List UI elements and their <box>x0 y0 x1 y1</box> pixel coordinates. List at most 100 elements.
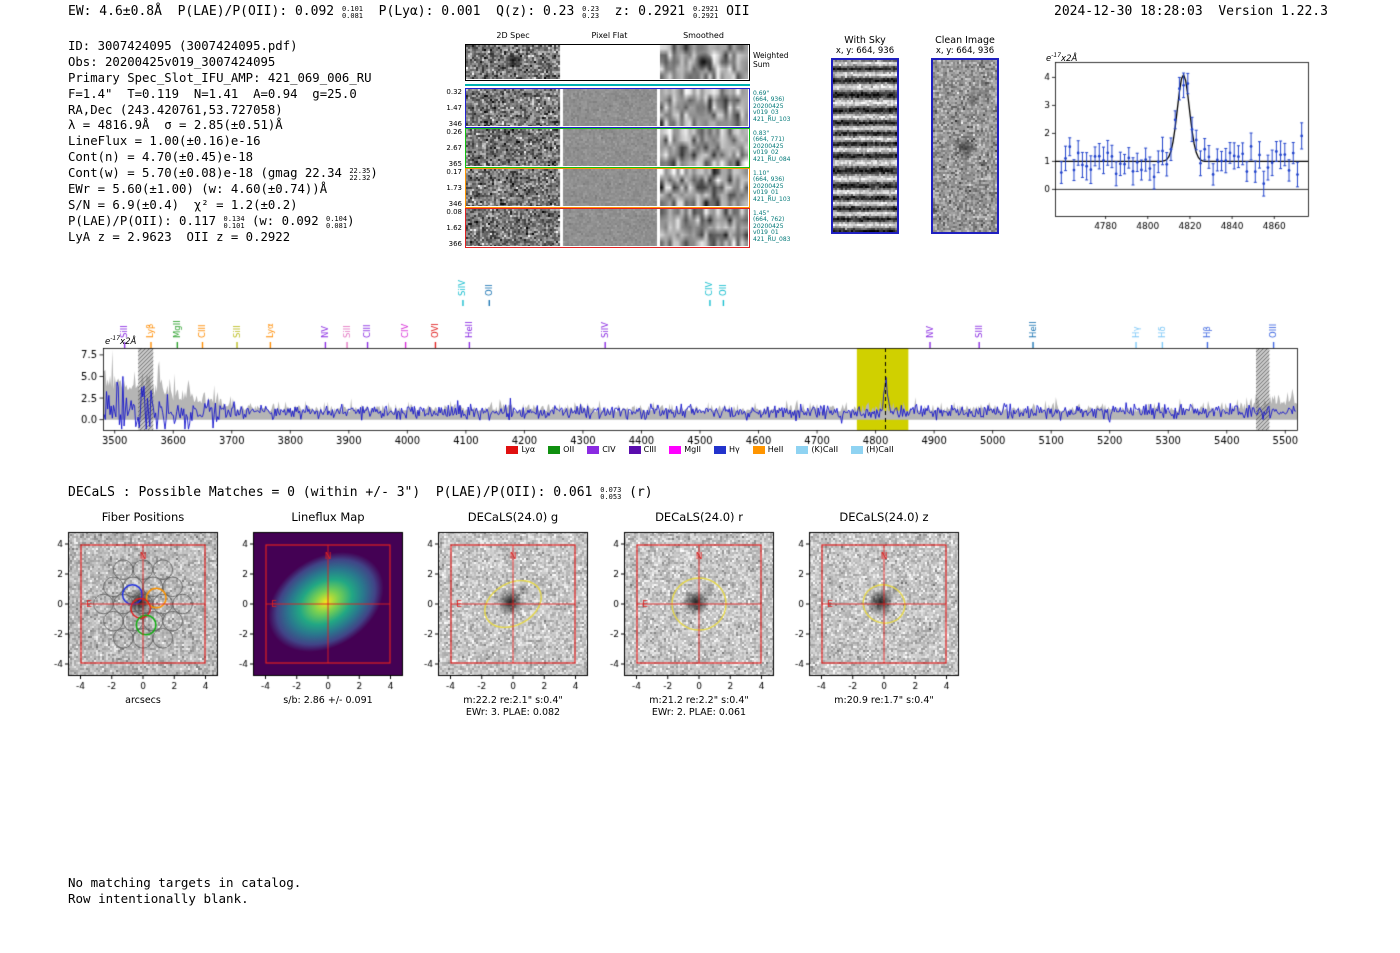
text-segment: λ = 4816.9Å σ = 2.85(±0.51)Å <box>68 118 283 133</box>
text-segment: LyA z = 2.9623 OII z = 0.2922 <box>68 229 291 244</box>
spec2d-row-annotation: 0.83" (664, 771) 20200425 v019_02 421_RU_084 <box>753 130 797 163</box>
stacked-value: 0.2921 0.2921 <box>692 5 719 20</box>
spectrum-ylabel: e-17x2Å <box>105 335 137 347</box>
spec2d-row-stats: 0.17 1.73 346 <box>438 168 462 208</box>
legend-item: (K)CaII <box>796 445 838 454</box>
stacked-value: 0.073 0.053 <box>600 486 622 501</box>
text-segment: (w: 0.092 <box>244 213 326 228</box>
spec2d-weighted-row <box>465 44 750 81</box>
stacked-value: 0.23 0.23 <box>582 5 600 20</box>
spec2d-stat-value: 1.47 <box>446 104 462 112</box>
spec2d-annotation-line: (664, 762) <box>753 216 785 224</box>
cutout-caption: EWr: 2. PLAE: 0.061 <box>651 707 747 718</box>
spec2d-stat-value: 346 <box>448 200 462 208</box>
spec2d-annotation-line: 421_RU_084 <box>753 155 791 163</box>
clean-image-panel <box>931 58 999 234</box>
legend-swatch <box>587 445 600 454</box>
spec2d-annotation-line: 1.10" <box>753 170 770 177</box>
info-line: Obs: 20200425v019_3007424095 <box>68 55 378 71</box>
text-segment: DECaLS : Possible Matches = 0 (within +/… <box>68 485 601 500</box>
spec2d-annotation-line: 421_RU_083 <box>753 235 791 243</box>
with-sky-title: With Sky <box>844 35 886 46</box>
spec2d-annotation-line: 421_RU_103 <box>753 195 791 203</box>
cutout-caption: s/b: 2.86 +/- 0.091 <box>283 695 373 706</box>
spec2d-row-annotation: 0.69" (664, 936) 20200425 v019_03 421_RU_103 <box>753 90 797 123</box>
text-segment: EW: 4.6±0.8Å P(LAE)/P(OII): 0.092 <box>68 4 342 19</box>
clean-image-xy: x, y: 664, 936 <box>935 46 995 56</box>
text-segment: LineFlux = 1.00(±0.16)e-16 <box>68 134 261 149</box>
col-header-smoothed: Smoothed <box>683 31 724 40</box>
spec2d-fiber-row <box>465 168 750 208</box>
spec2d-stat-value: 0.26 <box>446 128 462 136</box>
info-line: S/N = 6.9(±0.4) χ² = 1.2(±0.2) <box>68 198 378 214</box>
spec2d-fiber-row <box>465 208 750 248</box>
cutout-caption: m:22.2 re:2.1" s:0.4" <box>463 695 563 706</box>
spec2d-annotation-line: v019_02 <box>753 149 779 157</box>
legend-swatch <box>628 445 641 454</box>
spec2d-stat-value: 366 <box>448 240 462 248</box>
legend-swatch <box>851 445 864 454</box>
spectrum-legend: Lyα OII CIV CIII MgII Hγ HeII (K)CaII (H)CaII <box>103 445 1297 454</box>
footer-line-2: Row intentionally blank. <box>68 890 249 906</box>
spec2d-annotation-line: Weighted <box>753 51 789 60</box>
spec2d-row-image <box>466 209 748 246</box>
spec2d-row-image <box>466 45 748 79</box>
info-line: LyA z = 2.9623 OII z = 0.2922 <box>68 230 378 246</box>
full-spectrum-chart <box>60 268 1330 458</box>
spec2d-row-annotation: 1.45" (664, 762) 20200425 v019_01 421_RU_083 <box>753 210 797 243</box>
text-segment: Obs: 20200425v019_3007424095 <box>68 54 276 69</box>
spec2d-fiber-row <box>465 88 750 128</box>
detection-info-block: ID: 3007424095 (3007424095.pdf) Obs: 2020… <box>68 39 378 246</box>
spec2d-row-image <box>466 89 748 126</box>
text-segment: ) <box>347 213 355 228</box>
legend-label: Hγ <box>728 445 740 454</box>
with-sky-image <box>833 60 897 232</box>
spec2d-annotation-line: (664, 936) <box>753 96 785 104</box>
info-line: F=1.4" T=0.119 N=1.41 A=0.94 g=25.0 <box>68 87 378 103</box>
stacked-value: 0.101 0.081 <box>341 5 364 20</box>
spec2d-stat-value: 2.67 <box>446 144 462 152</box>
legend-swatch <box>752 445 765 454</box>
legend-label: MgII <box>684 445 701 454</box>
spec2d-annotation-line: 20200425 <box>753 182 784 190</box>
legend-item: OII <box>548 445 574 454</box>
text-segment: RA,Dec (243.420761,53.727058) <box>68 102 283 117</box>
cutout-title: DECaLS(24.0) r <box>655 510 743 524</box>
legend-label: OII <box>563 445 575 454</box>
legend-swatch <box>548 445 561 454</box>
text-segment: Primary Spec_Slot_IFU_AMP: 421_069_006_R… <box>68 70 372 85</box>
spec2d-annotation-line: v019_03 <box>753 109 779 117</box>
info-line: LineFlux = 1.00(±0.16)e-16 <box>68 134 378 150</box>
legend-swatch <box>506 445 519 454</box>
text-segment: OII <box>718 4 750 19</box>
legend-swatch <box>713 445 726 454</box>
with-sky-xy: x, y: 664, 936 <box>835 46 895 56</box>
legend-label: CIV <box>602 445 616 454</box>
legend-label: HeII <box>767 445 784 454</box>
info-line: RA,Dec (243.420761,53.727058) <box>68 103 378 119</box>
col-header-pixel-flat: Pixel Flat <box>591 31 628 40</box>
spec2d-annotation-line: 421_RU_103 <box>753 115 791 123</box>
info-line: ID: 3007424095 (3007424095.pdf) <box>68 39 378 55</box>
spec2d-annotation-line: (664, 936) <box>753 176 785 184</box>
text-segment: z: 0.2921 <box>599 4 693 19</box>
cutout-caption: EWr: 3. PLAE: 0.082 <box>465 707 561 718</box>
stacked-value: 0.104 0.081 <box>326 214 348 230</box>
spec2d-annotation-line: 20200425 <box>753 222 784 230</box>
spec2d-row-annotation: Weighted Sum <box>753 51 797 69</box>
legend-label: Lyα <box>521 445 536 454</box>
summary-header: EW: 4.6±0.8Å P(LAE)/P(OII): 0.092 0.101 0… <box>68 4 750 20</box>
spec2d-annotation-line: 20200425 <box>753 142 784 150</box>
col-header-2d-spec: 2D Spec <box>496 31 530 40</box>
spec2d-stat-value: 1.62 <box>446 224 462 232</box>
legend-label: (H)CaII <box>866 445 894 454</box>
spec2d-row-stats: 0.26 2.67 365 <box>438 128 462 168</box>
spec2d-annotation-line: Sum <box>753 59 770 69</box>
text-segment: ) <box>370 166 378 181</box>
spec2d-annotation-line: 0.83" <box>753 130 770 137</box>
spec2d-row-image <box>466 169 748 206</box>
stacked-value: 0.134 0.101 <box>223 214 245 230</box>
legend-item: Lyα <box>506 445 535 454</box>
cutout-title: Lineflux Map <box>291 510 365 524</box>
cutout-caption: m:20.9 re:1.7" s:0.4" <box>834 695 934 706</box>
